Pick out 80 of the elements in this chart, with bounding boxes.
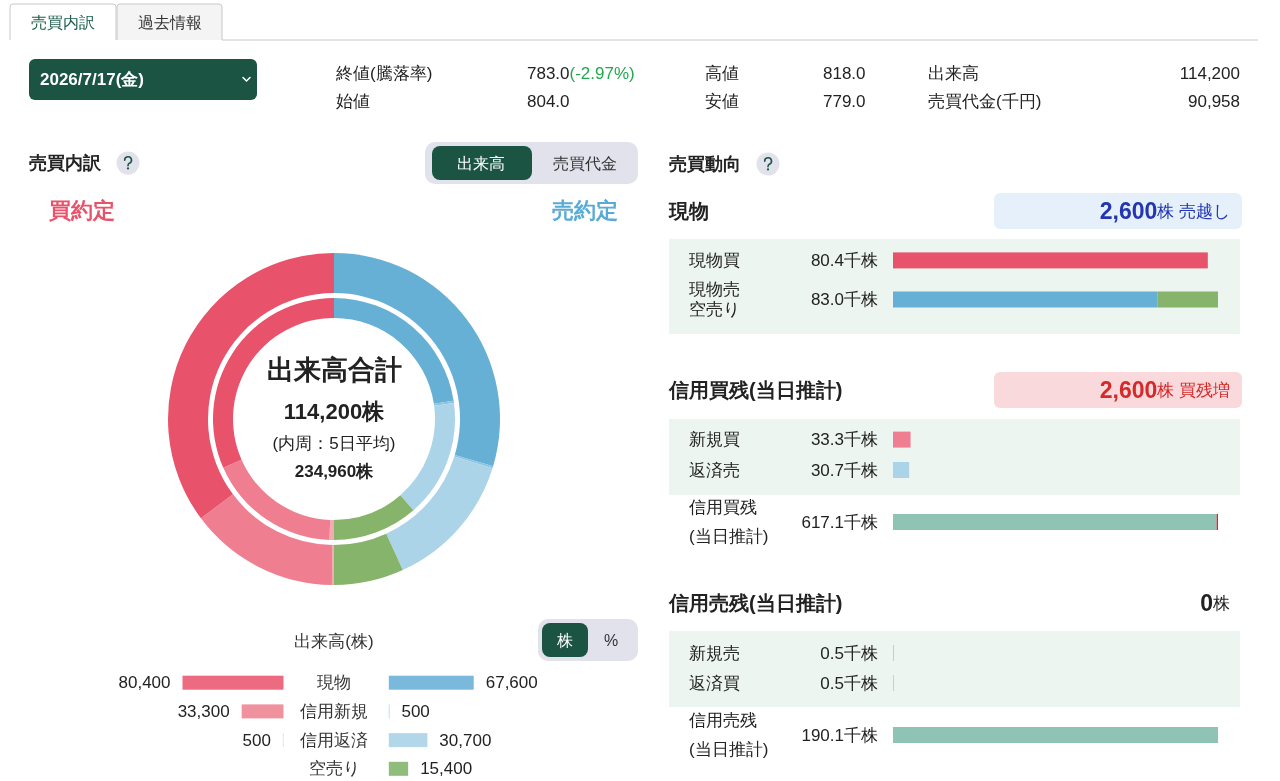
text: 90,958: [1188, 91, 1240, 111]
text: 現物: [668, 200, 709, 222]
total-label: 83.0千株: [810, 290, 878, 309]
bar: [388, 675, 474, 690]
text: 株: [556, 631, 573, 649]
bar: [893, 514, 1217, 530]
text: 売買代金: [553, 154, 617, 172]
data-label: 15,400: [420, 759, 473, 779]
donut-slice: [200, 494, 333, 585]
y-tick-label: 返済売: [689, 460, 740, 480]
text: 終値(騰落率): [335, 63, 433, 83]
bar: [893, 431, 911, 448]
text: 売買内訳: [31, 13, 95, 31]
segmented-control[interactable]: [538, 619, 638, 661]
text: 818.0: [823, 63, 866, 83]
donut-slice: [334, 533, 403, 585]
chart-title: 信用売残(当日推計): [668, 592, 843, 614]
text: 始値: [336, 91, 370, 111]
text: 2,600株 買残増: [1099, 377, 1230, 403]
data-label: 80,400: [118, 673, 171, 693]
y-tick-label: 新規買: [689, 430, 740, 450]
y-tick-label: 現物売空売り: [689, 280, 740, 319]
chart-title: 出来高(株): [294, 631, 374, 651]
donut-slice: [329, 519, 334, 540]
text: 出来高合計: [266, 355, 402, 385]
data-label: 0.5千株: [820, 673, 878, 693]
text: 買約定: [48, 197, 115, 223]
chart-title: 信用買残(当日推計): [668, 379, 843, 401]
y-tick-label: 信用新規: [300, 701, 368, 721]
chart-title: 売買内訳: [29, 153, 102, 173]
text: %: [603, 631, 619, 649]
text: 安値: [705, 91, 739, 111]
text: 234,960株: [294, 461, 375, 481]
y-tick-label: 信用返済: [300, 730, 368, 750]
y-tick-label: 信用買残(当日推計): [689, 498, 769, 546]
bar: [388, 761, 409, 776]
text: 高値: [705, 63, 739, 83]
donut-slice: [433, 400, 454, 406]
donut-slice: [334, 495, 414, 540]
text: 114,200: [1179, 63, 1240, 83]
text: 過去情報: [137, 13, 202, 31]
text: 804.0: [527, 91, 570, 111]
text: 売約定: [552, 197, 618, 223]
data-label: 0.5千株: [820, 643, 878, 663]
data-label: 500: [242, 730, 271, 750]
text: 出来高: [928, 63, 979, 83]
selected-tab[interactable]: [9, 3, 117, 41]
data-label: 500: [401, 701, 430, 721]
data-label: 80.4千株: [810, 250, 878, 270]
data-label: 30.7千株: [810, 460, 878, 480]
y-tick-label: 空売り: [308, 759, 360, 779]
text: 114,200株: [283, 398, 386, 424]
y-tick-label: 返済買: [689, 673, 740, 693]
text: 売買動向: [669, 154, 741, 174]
donut-slice: [454, 454, 494, 469]
data-label: 30,700: [439, 730, 492, 750]
bar: [388, 733, 428, 748]
text: 出来高: [457, 154, 505, 172]
y-tick-label: 現物買: [689, 250, 740, 270]
text: 783.0(-2.97%): [527, 63, 635, 83]
y-tick-label: 新規売: [689, 643, 740, 663]
data-label: 33.3千株: [810, 430, 878, 450]
donut-slice: [386, 456, 493, 571]
data-label: 190.1千株: [801, 725, 878, 745]
total-label: 617.1千株: [801, 512, 878, 532]
data-label: 33,300: [177, 701, 230, 721]
text: 2,600株 売越し: [1099, 198, 1230, 224]
donut-slice: [331, 544, 334, 585]
y-tick-label: 信用売残(当日推計): [689, 711, 769, 759]
text: 779.0: [823, 91, 866, 111]
text: 売買代金(千円): [928, 91, 1042, 111]
y-tick-label: 現物: [317, 673, 351, 693]
text: 0株: [1200, 590, 1230, 616]
data-label: 67,600: [485, 673, 538, 693]
donut-slice: [400, 403, 455, 511]
tab[interactable]: [116, 3, 223, 41]
segmented-control[interactable]: [425, 142, 638, 184]
text: (内周：5日平均): [272, 433, 396, 453]
text: 2026/7/17(金): [40, 70, 144, 89]
dropdown[interactable]: [29, 59, 257, 100]
